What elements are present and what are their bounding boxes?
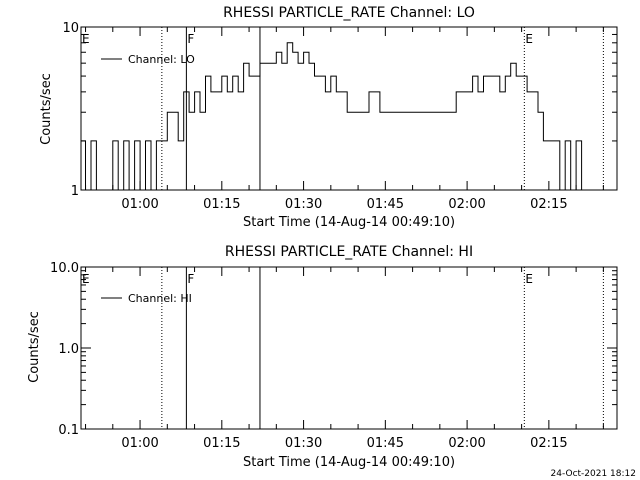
- x-tick-label: 02:15: [530, 436, 567, 451]
- event-marker-label: E: [82, 32, 90, 46]
- y-tick-label: 0.1: [58, 423, 79, 438]
- lo-x-axis-label: Start Time (14-Aug-14 00:49:10): [243, 215, 455, 230]
- hi-chart-title: RHESSI PARTICLE_RATE Channel: HI: [225, 244, 473, 260]
- footer-timestamp: 24-Oct-2021 18:12: [551, 469, 636, 479]
- y-tick-label: 1.0: [58, 342, 79, 357]
- y-tick-label: 10: [62, 21, 79, 36]
- hi-x-axis-label: Start Time (14-Aug-14 00:49:10): [243, 455, 455, 470]
- x-tick-label: 01:45: [367, 197, 404, 212]
- lo-y-axis-label: Counts/sec: [39, 73, 54, 145]
- plot-frame: [80, 26, 618, 191]
- x-tick-label: 01:00: [121, 436, 158, 451]
- x-tick-label: 02:00: [448, 197, 485, 212]
- hi-channel-panel: RHESSI PARTICLE_RATE Channel: HI Start T…: [27, 244, 618, 470]
- event-marker-label: E: [525, 32, 533, 46]
- x-tick-label: 01:30: [285, 197, 322, 212]
- x-tick-label: 01:15: [203, 197, 240, 212]
- y-tick-label: 10.0: [50, 261, 79, 276]
- event-marker-label: E: [525, 272, 533, 286]
- hi-legend-label: Channel: HI: [128, 292, 192, 305]
- x-tick-label: 01:15: [203, 436, 240, 451]
- x-tick-label: 01:45: [367, 436, 404, 451]
- series-line: [81, 42, 591, 191]
- x-tick-label: 01:30: [285, 436, 322, 451]
- x-tick-label: 01:00: [121, 197, 158, 212]
- event-marker-label: F: [187, 272, 194, 286]
- lo-legend-label: Channel: LO: [128, 53, 195, 66]
- x-tick-label: 02:00: [448, 436, 485, 451]
- event-marker-label: E: [82, 272, 90, 286]
- lo-chart-title: RHESSI PARTICLE_RATE Channel: LO: [223, 5, 475, 21]
- hi-y-axis-label: Counts/sec: [27, 311, 42, 383]
- y-tick-label: 1: [71, 184, 79, 199]
- x-tick-label: 02:15: [530, 197, 567, 212]
- event-marker-label: F: [187, 32, 194, 46]
- lo-channel-panel: RHESSI PARTICLE_RATE Channel: LO Start T…: [39, 5, 618, 230]
